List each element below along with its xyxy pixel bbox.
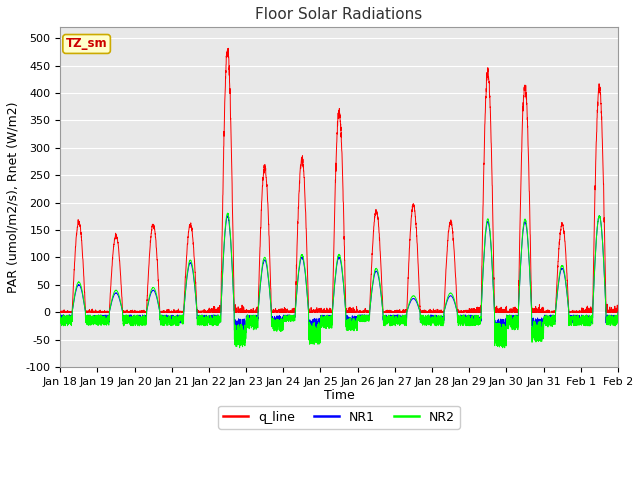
NR1: [318, 312, 326, 318]
q_line: [496, 309, 504, 315]
NR1: [496, 323, 504, 329]
NR1: [614, 315, 621, 321]
q_line: [225, 46, 232, 51]
NR2: [464, 315, 472, 321]
NR2: [614, 313, 621, 319]
q_line: [465, 309, 472, 315]
q_line: [614, 309, 622, 315]
Text: TZ_sm: TZ_sm: [66, 37, 108, 50]
NR2: [496, 338, 504, 344]
NR2: [56, 312, 64, 318]
NR2: [614, 309, 622, 315]
q_line: [157, 309, 164, 315]
Legend: q_line, NR1, NR2: q_line, NR1, NR2: [218, 406, 460, 429]
Line: NR2: NR2: [60, 213, 618, 348]
q_line: [319, 309, 326, 315]
NR1: [433, 314, 441, 320]
Line: NR1: NR1: [60, 216, 618, 334]
NR2: [157, 319, 164, 324]
q_line: [56, 309, 64, 315]
NR1: [157, 320, 164, 326]
NR1: [464, 315, 472, 321]
NR1: [56, 315, 64, 321]
q_line: [433, 308, 441, 314]
X-axis label: Time: Time: [324, 389, 355, 403]
NR2: [433, 316, 441, 322]
q_line: [614, 309, 621, 314]
NR1: [595, 213, 603, 218]
Line: q_line: q_line: [60, 48, 618, 312]
NR2: [319, 323, 326, 328]
NR1: [614, 309, 622, 315]
Title: Floor Solar Radiations: Floor Solar Radiations: [255, 7, 422, 22]
NR1: [491, 331, 499, 337]
NR2: [499, 345, 507, 351]
q_line: [56, 309, 64, 315]
NR2: [224, 210, 232, 216]
Y-axis label: PAR (umol/m2/s), Rnet (W/m2): PAR (umol/m2/s), Rnet (W/m2): [7, 101, 20, 293]
